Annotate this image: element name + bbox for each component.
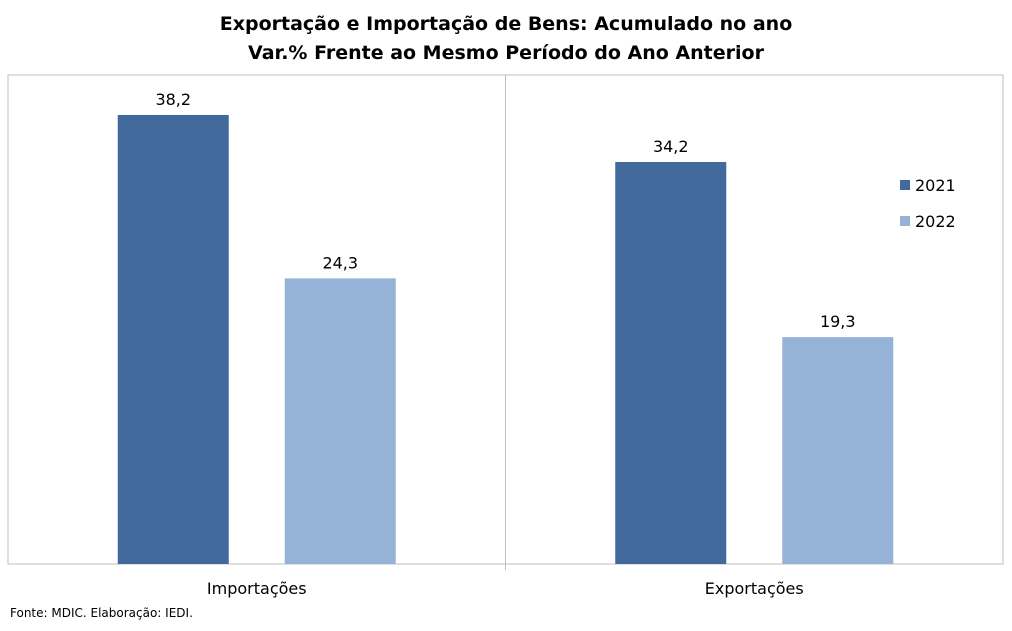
value-label-2021-0: 38,2 (155, 90, 191, 109)
source-footnote: Fonte: MDIC. Elaboração: IEDI. (10, 606, 193, 620)
legend: 2021 2022 (900, 176, 956, 231)
value-label-2022-1: 19,3 (820, 312, 856, 331)
category-labels: Importações Exportações (207, 579, 804, 598)
bar-2022-0 (284, 278, 396, 564)
category-label-1: Exportações (705, 579, 804, 598)
plot-frame (7, 74, 1004, 570)
category-label-0: Importações (207, 579, 307, 598)
bar-2021-0 (117, 114, 229, 565)
legend-swatch-2021 (900, 180, 910, 190)
legend-label-2022: 2022 (915, 212, 956, 231)
bar-2022-1 (782, 337, 894, 564)
legend-swatch-2022 (900, 216, 910, 226)
chart-title: Exportação e Importação de Bens: Acumula… (219, 13, 793, 35)
value-label-2022-0: 24,3 (322, 253, 358, 272)
value-label-2021-1: 34,2 (653, 137, 689, 156)
chart-title-block: Exportação e Importação de Bens: Acumula… (0, 10, 1012, 68)
bars (117, 114, 894, 565)
bar-2021-1 (615, 161, 727, 564)
legend-label-2021: 2021 (915, 176, 956, 195)
chart-subtitle: Var.% Frente ao Mesmo Período do Ano Ant… (248, 42, 764, 64)
value-labels: 38,2 24,3 34,2 19,3 (155, 90, 855, 331)
